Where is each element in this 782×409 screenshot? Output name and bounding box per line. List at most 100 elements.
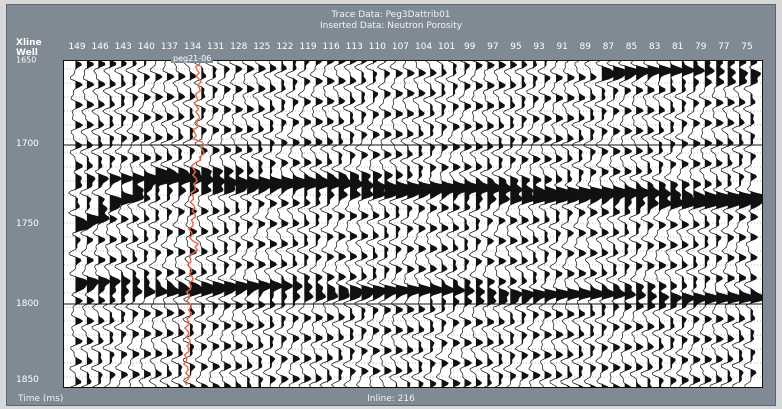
xline-tick-label: 75	[741, 42, 753, 52]
seismic-section[interactable]	[63, 60, 763, 388]
well-name-label: peg21-06	[171, 54, 214, 63]
trace-wiggle	[616, 61, 644, 387]
trace-fill	[521, 61, 536, 387]
trace-wiggle	[79, 61, 105, 387]
trace-fill	[98, 61, 111, 387]
xline-tick-label: 93	[533, 42, 545, 52]
trace-fill	[372, 61, 389, 387]
trace-fill	[201, 61, 215, 387]
title-bar: Trace Data: Peg3Dattrib01 Inserted Data:…	[6, 4, 776, 36]
trace-wiggle	[125, 61, 147, 387]
trace-fill	[384, 61, 401, 387]
trace-wiggle	[205, 61, 228, 387]
trace-data-title: Trace Data: Peg3Dattrib01	[331, 10, 451, 20]
xline-tick-label: 85	[625, 42, 638, 52]
trace-fill	[739, 61, 758, 387]
trace-wiggle	[571, 61, 599, 387]
trace-wiggle	[136, 61, 165, 387]
trace-fill	[578, 61, 599, 387]
trace-fill	[636, 61, 653, 387]
trace-wiggle	[102, 61, 124, 387]
xline-tick-label: 107	[391, 42, 410, 52]
trace-wiggle	[434, 61, 463, 387]
xline-tick-label: 77	[718, 42, 730, 52]
trace-wiggle	[308, 61, 336, 387]
trace-fill	[75, 61, 91, 387]
trace-fill	[670, 61, 685, 387]
trace-wiggle	[217, 61, 240, 387]
trace-wiggle	[536, 61, 562, 387]
trace-wiggle	[525, 61, 550, 387]
trace-fill	[464, 61, 484, 387]
trace-fill	[556, 61, 574, 387]
trace-wiggle	[113, 61, 142, 387]
trace-fill	[247, 61, 265, 387]
trace-fill	[350, 61, 363, 387]
trace-wiggle	[548, 61, 575, 387]
trace-wiggle	[388, 61, 414, 387]
time-tick-label: 1800	[16, 299, 39, 309]
trace-wiggle	[720, 61, 746, 387]
time-tick-label: 1850	[16, 375, 39, 385]
xline-tick-label: 131	[207, 42, 225, 52]
trace-wiggle	[296, 61, 326, 387]
seismic-traces	[64, 61, 762, 387]
trace-fill	[498, 61, 513, 387]
trace-wiggle	[456, 61, 484, 387]
trace-wiggle	[731, 61, 758, 387]
trace-fill	[281, 61, 303, 387]
trace-fill	[395, 61, 413, 387]
well-axis-label: Well	[16, 48, 38, 58]
trace-wiggle	[445, 61, 474, 387]
trace-fill	[544, 61, 562, 387]
trace-wiggle	[514, 61, 536, 387]
xline-axis: 149 146 143 140 137 134 131 128 125 122 119 116 113 1…	[63, 42, 761, 56]
trace-wiggle	[193, 61, 215, 387]
trace-wiggle	[468, 61, 494, 387]
trace-fill	[144, 61, 164, 387]
time-axis-title: Time (ms)	[18, 394, 64, 404]
trace-fill	[418, 61, 438, 387]
trace-wiggle	[686, 61, 710, 387]
xline-tick-label: 79	[695, 42, 707, 52]
trace-wiggle	[273, 61, 304, 387]
trace-fill	[693, 61, 710, 387]
trace-wiggle	[410, 61, 439, 387]
xline-tick-label: 97	[487, 42, 499, 52]
xline-tick-label: 140	[137, 42, 155, 52]
trace-fill	[304, 61, 325, 387]
time-tick-label-partial: 1650	[16, 55, 37, 65]
trace-wiggle	[708, 61, 734, 387]
time-tick-label: 1700	[16, 139, 39, 149]
trace-wiggle	[560, 61, 587, 387]
trace-wiggle	[376, 61, 402, 387]
trace-wiggle	[479, 61, 504, 387]
time-tick-label: 1750	[16, 219, 39, 229]
trace-fill	[704, 61, 722, 387]
trace-wiggle	[285, 61, 315, 387]
xline-tick-label: 134	[183, 42, 202, 52]
trace-wiggle	[342, 61, 364, 387]
trace-wiggle	[651, 61, 675, 387]
trace-fill	[258, 61, 278, 387]
trace-fill	[750, 61, 762, 387]
xline-tick-label: 149	[68, 42, 86, 52]
trace-fill	[533, 61, 549, 387]
trace-wiggle	[239, 61, 266, 387]
trace-wiggle	[742, 61, 762, 387]
trace-fill	[441, 61, 462, 387]
xline-tick-label: 113	[345, 42, 363, 52]
trace-wiggle	[674, 61, 698, 387]
trace-fill	[212, 61, 227, 387]
trace-fill	[716, 61, 734, 387]
trace-wiggle	[91, 61, 111, 387]
trace-wiggle	[171, 61, 196, 387]
inserted-data-title: Inserted Data: Neutron Porosity	[319, 21, 463, 31]
seismic-viewer-window: Trace Data: Peg3Dattrib01 Inserted Data:…	[6, 4, 776, 406]
xline-tick-label: 128	[230, 42, 248, 52]
trace-wiggle	[594, 61, 623, 387]
trace-wiggle	[399, 61, 426, 387]
xline-tick-label: 91	[556, 42, 568, 52]
trace-wiggle	[262, 61, 292, 387]
trace-fill	[132, 61, 146, 387]
